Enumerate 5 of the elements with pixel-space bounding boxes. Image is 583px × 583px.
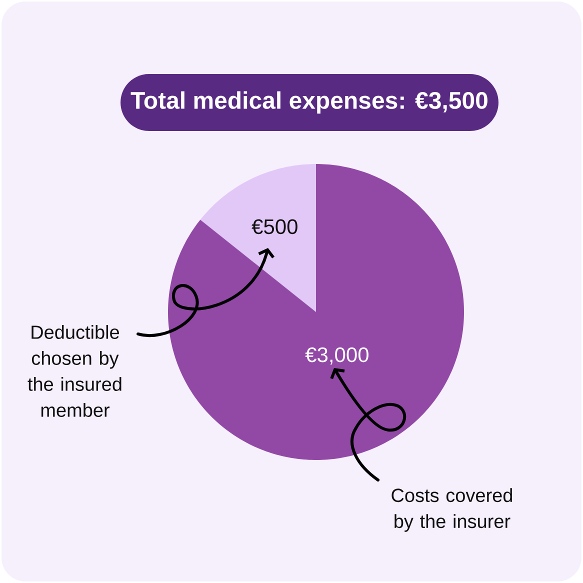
slice-label: Deductible chosen by the insured member [28, 325, 122, 417]
chart-title: Total medical expenses: €3,500 [130, 91, 488, 114]
data-label: €3,000 [305, 347, 368, 365]
slice-label: Costs covered by the insurer [392, 488, 512, 532]
data-label: €500 [252, 219, 298, 234]
